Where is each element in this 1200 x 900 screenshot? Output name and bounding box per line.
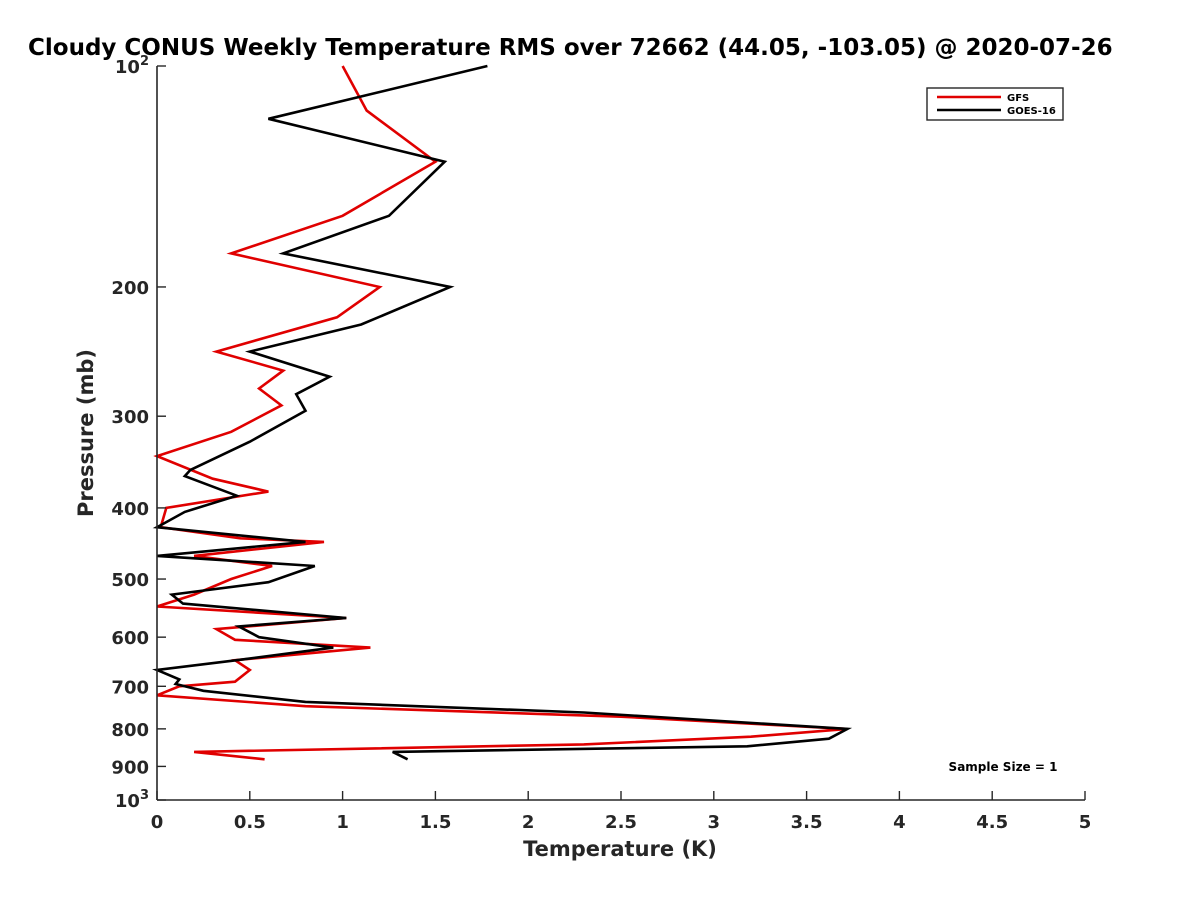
y-tick-label: 500 xyxy=(111,570,149,591)
legend-label-0: GFS xyxy=(1007,93,1029,104)
x-axis-label: Temperature (K) xyxy=(523,837,717,861)
x-tick-label: 3.5 xyxy=(791,812,823,833)
axes: 0 0.5 1 1.5 2 2.5 3 3.5 4 4.5 5 102 200 300 400 500 600 7… xyxy=(111,54,1091,833)
plot-lines xyxy=(152,64,853,761)
chart-title: Cloudy CONUS Weekly Temperature RMS over… xyxy=(28,35,1113,61)
y-tick-label: 200 xyxy=(111,278,149,299)
x-tick-label: 5 xyxy=(1079,812,1092,833)
y-tick-label: 400 xyxy=(111,499,149,520)
legend-box xyxy=(926,87,1064,121)
y-tick-label: 900 xyxy=(111,757,149,778)
x-tick-label: 2.5 xyxy=(605,812,637,833)
y-tick-label: 103 xyxy=(115,788,149,812)
x-tick-label: 1 xyxy=(336,812,349,833)
y-tick-label: 800 xyxy=(111,720,149,741)
series-line-1 xyxy=(152,64,853,761)
x-tick-label: 4 xyxy=(893,812,906,833)
sample-size-annotation: Sample Size = 1 xyxy=(949,760,1058,774)
y-tick-label: 300 xyxy=(111,407,149,428)
x-tick-label: 3 xyxy=(708,812,721,833)
y-axis-label: Pressure (mb) xyxy=(74,349,98,517)
y-tick-label: 102 xyxy=(115,54,149,78)
legend: GFS GOES-16 xyxy=(926,87,1064,121)
x-tick-label: 2 xyxy=(522,812,535,833)
y-tick-label: 700 xyxy=(111,677,149,698)
y-tick-label: 600 xyxy=(111,628,149,649)
x-tick-label: 4.5 xyxy=(976,812,1008,833)
x-tick-label: 0.5 xyxy=(234,812,266,833)
x-tick-label: 0 xyxy=(151,812,164,833)
legend-label-1: GOES-16 xyxy=(1007,106,1056,117)
x-tick-label: 1.5 xyxy=(419,812,451,833)
series-line-0 xyxy=(153,65,848,761)
